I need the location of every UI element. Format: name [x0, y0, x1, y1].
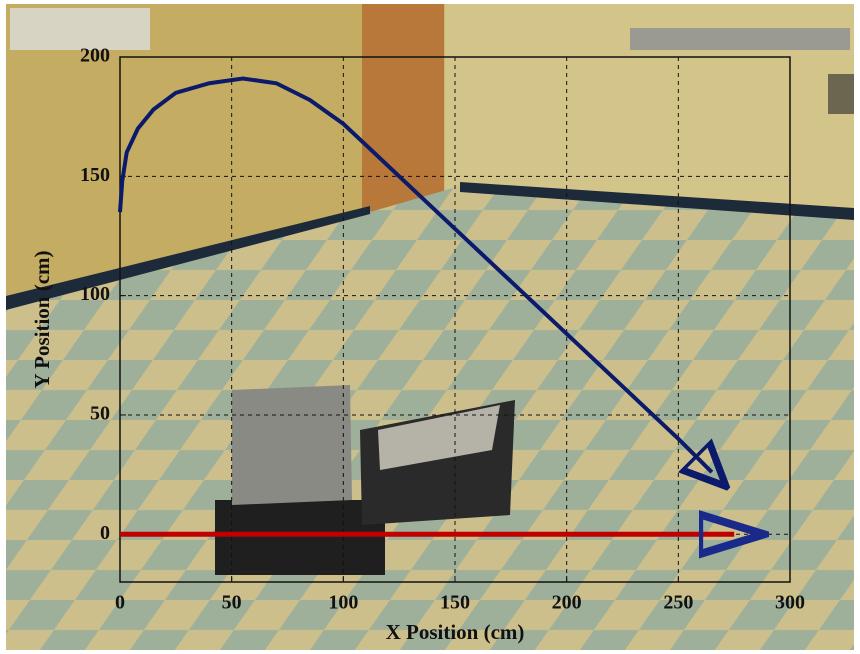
x-tick-label: 250 — [663, 592, 693, 614]
y-axis-label: Y Position (cm) — [30, 250, 54, 388]
y-tick-label: 150 — [80, 164, 110, 186]
background-photo — [6, 4, 854, 650]
x-tick-label: 300 — [775, 592, 805, 614]
y-tick-label: 100 — [80, 283, 110, 305]
x-tick-label: 100 — [328, 592, 358, 614]
x-tick-label: 200 — [552, 592, 582, 614]
x-tick-label: 150 — [440, 592, 470, 614]
y-tick-label: 0 — [100, 522, 110, 544]
y-tick-label: 200 — [80, 45, 110, 67]
y-tick-label: 50 — [90, 403, 110, 425]
x-tick-label: 0 — [115, 592, 125, 614]
x-tick-label: 50 — [222, 592, 242, 614]
series-line — [118, 76, 712, 472]
x-axis-label: X Position (cm) — [386, 620, 525, 644]
plot-frame — [119, 56, 791, 583]
